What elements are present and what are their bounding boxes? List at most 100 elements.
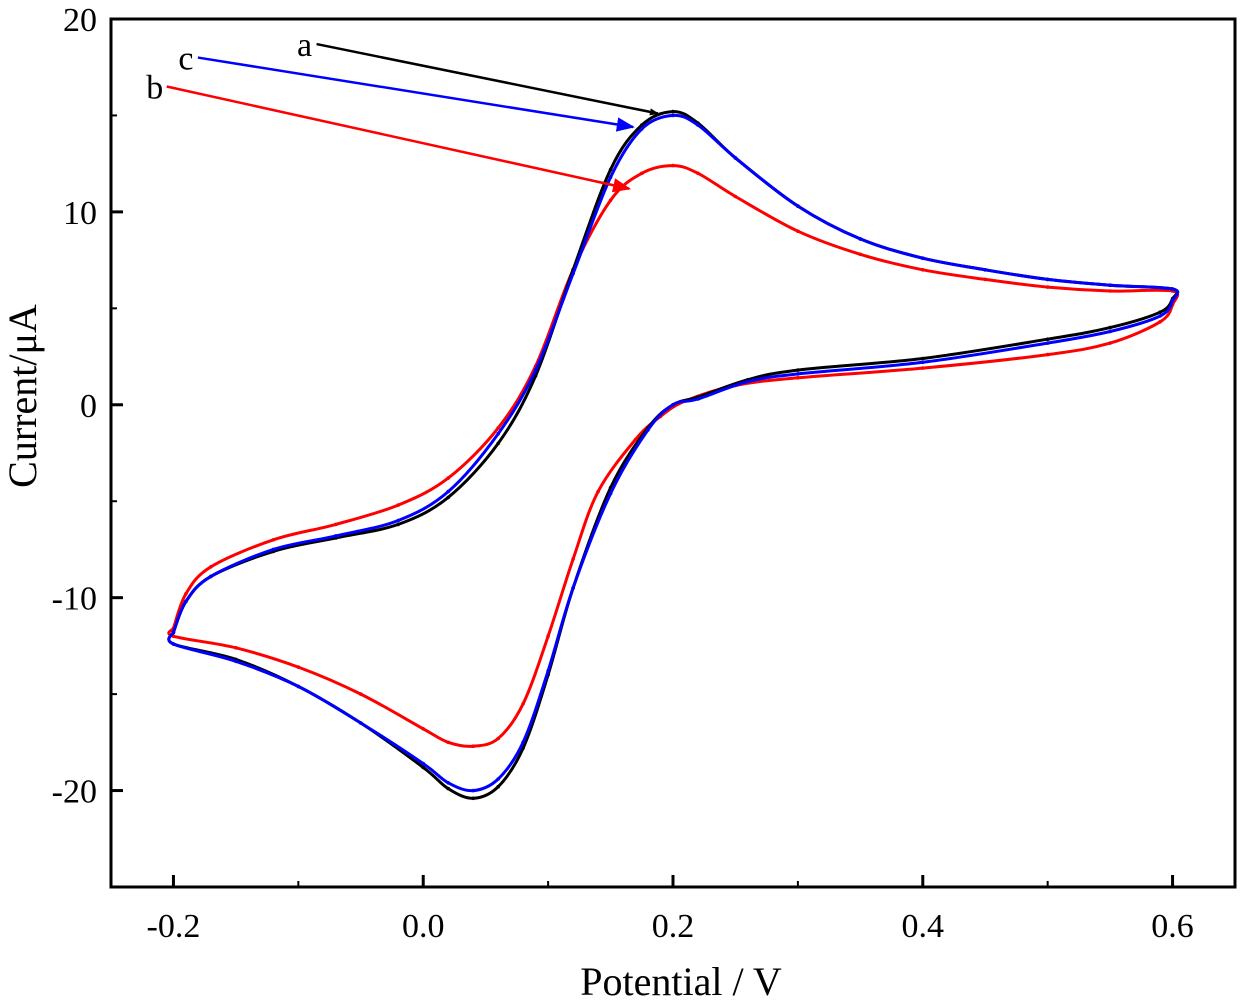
data-point-c bbox=[746, 379, 750, 384]
curve-label-b: b bbox=[146, 70, 163, 107]
data-point-b bbox=[796, 229, 800, 233]
x-tick-label: -0.2 bbox=[147, 908, 201, 945]
data-point-b bbox=[633, 437, 638, 442]
data-point-c bbox=[571, 271, 575, 276]
data-point-c bbox=[496, 777, 501, 781]
data-point-c bbox=[271, 547, 276, 552]
data-point-c bbox=[296, 684, 301, 689]
arrow-a bbox=[316, 42, 659, 116]
data-point-b bbox=[271, 538, 276, 542]
series-line-b bbox=[167, 164, 1180, 748]
data-point-b bbox=[1108, 289, 1112, 293]
data-point-b bbox=[496, 426, 501, 430]
data-point-c bbox=[1170, 298, 1175, 303]
data-point-b bbox=[1045, 285, 1050, 289]
data-point-c bbox=[171, 642, 176, 646]
data-point-c bbox=[1108, 283, 1112, 288]
data-point-b bbox=[796, 376, 800, 380]
data-point-b bbox=[1108, 341, 1112, 345]
data-point-a bbox=[1045, 337, 1050, 342]
data-point-c bbox=[608, 491, 613, 496]
data-point-b bbox=[446, 740, 451, 745]
data-point-c bbox=[696, 123, 700, 127]
y-tick-label: -20 bbox=[52, 774, 97, 811]
y-axis-tick-labels: -20 -10 0 10 20 bbox=[52, 2, 97, 811]
x-tick-label: 0.0 bbox=[402, 908, 445, 945]
data-point-b bbox=[696, 171, 700, 176]
data-point-b bbox=[921, 366, 925, 370]
plot-frame bbox=[109, 17, 1237, 889]
series-layer bbox=[167, 109, 1180, 801]
data-point-c bbox=[921, 256, 925, 261]
data-point-c bbox=[234, 659, 238, 664]
data-point-c bbox=[184, 599, 188, 604]
data-point-c bbox=[640, 127, 644, 131]
y-tick-label: 20 bbox=[63, 2, 97, 39]
data-point-c bbox=[471, 788, 476, 793]
data-point-c bbox=[696, 397, 700, 401]
y-tick-label: 0 bbox=[80, 388, 97, 425]
data-point-c bbox=[671, 113, 675, 118]
data-point-c bbox=[1108, 329, 1112, 334]
data-point-b bbox=[359, 692, 363, 696]
data-point-b bbox=[921, 268, 925, 272]
data-point-b bbox=[234, 646, 238, 650]
data-point-b bbox=[446, 476, 451, 480]
data-point-a bbox=[796, 368, 800, 372]
data-point-c bbox=[608, 175, 613, 179]
data-point-c bbox=[546, 669, 550, 673]
data-point-c bbox=[796, 204, 800, 208]
data-point-b bbox=[571, 557, 575, 561]
data-point-b bbox=[496, 736, 501, 741]
data-point-b bbox=[671, 163, 675, 168]
data-point-c bbox=[533, 368, 538, 372]
data-point-c bbox=[796, 372, 800, 376]
x-axis-title: Potential / V bbox=[580, 959, 782, 1000]
data-point-c bbox=[421, 761, 426, 766]
x-axis-ticks bbox=[171, 875, 1175, 887]
data-point-b bbox=[471, 744, 476, 748]
data-point-a bbox=[496, 784, 501, 789]
data-point-b bbox=[334, 522, 338, 527]
data-point-a bbox=[1158, 310, 1162, 315]
data-point-b bbox=[184, 592, 188, 596]
data-point-c bbox=[171, 630, 176, 635]
data-point-a bbox=[421, 765, 426, 770]
data-point-b bbox=[546, 634, 550, 638]
curve-label-c: c bbox=[178, 41, 193, 78]
data-point-b bbox=[858, 252, 863, 257]
data-point-c bbox=[446, 781, 451, 785]
data-point-a bbox=[671, 109, 675, 114]
data-point-a bbox=[640, 123, 644, 127]
data-point-b bbox=[396, 503, 401, 507]
data-point-b bbox=[296, 665, 301, 669]
data-point-c bbox=[359, 721, 363, 725]
data-point-b bbox=[209, 565, 213, 569]
annotation-layer: a cb bbox=[146, 27, 659, 193]
data-point-c bbox=[209, 574, 213, 579]
data-point-a bbox=[471, 796, 476, 801]
y-tick-label: -10 bbox=[52, 581, 97, 618]
data-point-b bbox=[733, 194, 738, 199]
data-point-c bbox=[1045, 341, 1050, 345]
arrow-c bbox=[197, 56, 635, 132]
data-point-c bbox=[921, 360, 925, 365]
data-point-b bbox=[421, 727, 426, 731]
data-point-a bbox=[608, 167, 613, 172]
data-point-b bbox=[596, 489, 600, 494]
x-axis-tick-labels: -0.2 0.0 0.2 0.4 0.6 bbox=[147, 908, 1194, 945]
y-tick-label: 10 bbox=[63, 195, 97, 232]
data-point-c bbox=[858, 237, 863, 241]
data-point-c bbox=[496, 431, 501, 436]
data-point-a bbox=[446, 786, 451, 791]
data-point-c bbox=[1045, 277, 1050, 282]
y-axis-ticks bbox=[111, 17, 123, 793]
data-point-c bbox=[446, 489, 451, 494]
data-point-c bbox=[646, 428, 650, 432]
arrow-b bbox=[166, 85, 632, 193]
x-tick-label: 0.2 bbox=[652, 908, 695, 945]
data-point-c bbox=[334, 534, 338, 538]
data-point-c bbox=[1170, 287, 1175, 291]
data-point-c bbox=[571, 586, 575, 590]
